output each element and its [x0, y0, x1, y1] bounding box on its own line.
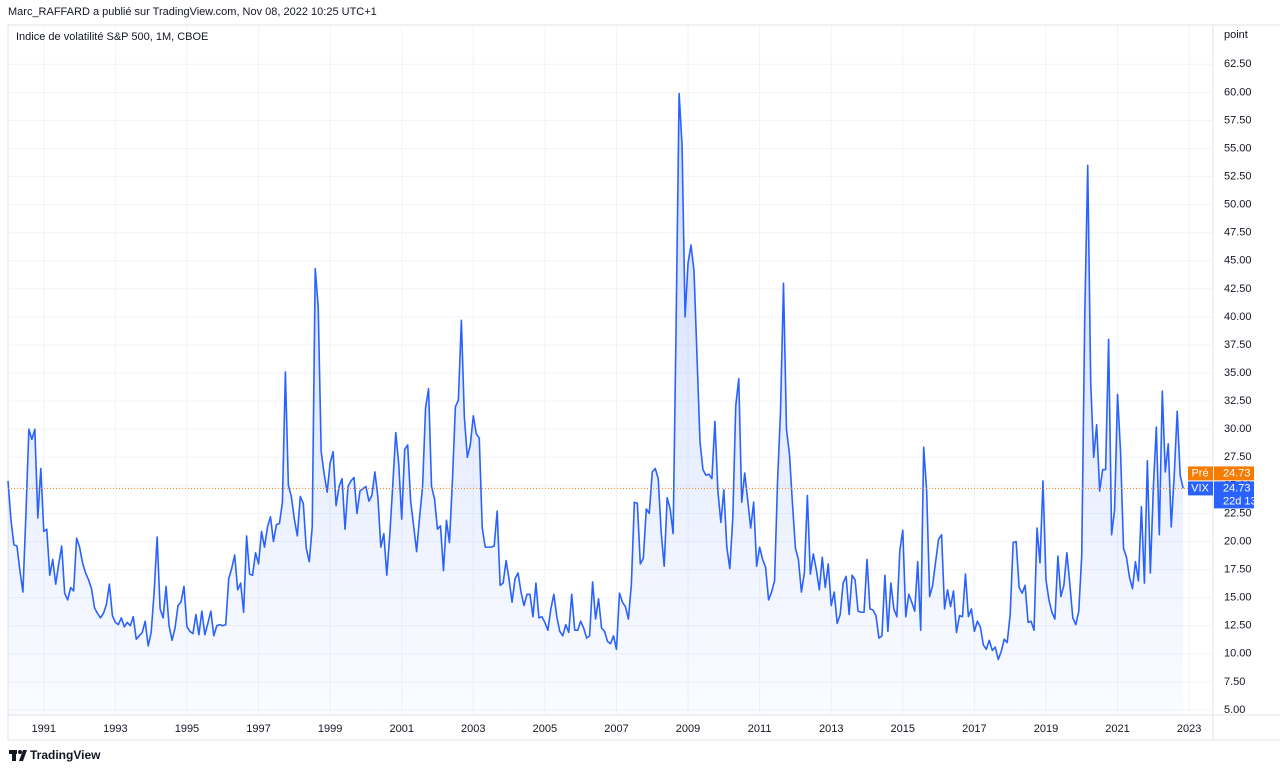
y-tick-label: 35.00: [1224, 367, 1252, 379]
y-tick-label: 27.50: [1224, 451, 1252, 463]
x-tick-label: 2013: [819, 723, 843, 735]
x-tick-label: 2023: [1177, 723, 1201, 735]
y-tick-label: 37.50: [1224, 339, 1252, 351]
y-tick-label: 12.50: [1224, 620, 1252, 632]
y-tick-label: 15.00: [1224, 592, 1252, 604]
footer-brand: TradingView: [30, 748, 101, 762]
y-tick-label: 10.00: [1224, 648, 1252, 660]
y-tick-label: 32.50: [1224, 395, 1252, 407]
x-tick-label: 2021: [1105, 723, 1129, 735]
y-tick-label: 62.50: [1224, 58, 1252, 70]
x-tick-label: 2009: [676, 723, 700, 735]
y-tick-label: 17.50: [1224, 563, 1252, 575]
chart-title: Indice de volatilité S&P 500, 1M, CBOE: [16, 31, 208, 43]
y-tick-label: 5.00: [1224, 704, 1245, 716]
last-label-countdown: 22d 13h: [1223, 495, 1263, 507]
y-tick-label: 52.50: [1224, 170, 1252, 182]
y-tick-label: 40.00: [1224, 311, 1252, 323]
x-tick-label: 2011: [748, 723, 772, 735]
y-tick-label: 22.50: [1224, 507, 1252, 519]
y-tick-label: 60.00: [1224, 86, 1252, 98]
y-axis-label: point: [1224, 29, 1248, 41]
x-tick-label: 1999: [318, 723, 342, 735]
last-label-value-box: [1214, 481, 1254, 509]
y-tick-label: 57.50: [1224, 114, 1252, 126]
last-label-name: VIX: [1191, 482, 1209, 494]
line: [7, 92, 1184, 661]
x-tick-label: 1993: [103, 723, 127, 735]
x-tick-label: 2003: [461, 723, 485, 735]
y-tick-label: 20.00: [1224, 535, 1252, 547]
y-tick-label: 45.00: [1224, 255, 1252, 267]
last-label-box: [1188, 481, 1213, 496]
x-tick-label: 2017: [962, 723, 986, 735]
header: Marc_RAFFARD a publié sur TradingView.co…: [8, 6, 377, 18]
pre-label-name: Pré: [1191, 467, 1208, 479]
x-tick-label: 1995: [175, 723, 199, 735]
x-tick-label: 1991: [32, 723, 56, 735]
pre-label-value-box: [1214, 466, 1254, 481]
area-fill: [8, 93, 1184, 716]
y-tick-label: 55.00: [1224, 142, 1252, 154]
pre-label-value: 24.73: [1223, 467, 1251, 479]
x-tick-label: 2019: [1034, 723, 1058, 735]
logo: [9, 750, 27, 761]
x-tick-label: 2001: [389, 723, 413, 735]
x-tick-label: 2005: [533, 723, 557, 735]
y-tick-label: 50.00: [1224, 199, 1252, 211]
y-tick-label: 47.50: [1224, 227, 1252, 239]
x-tick-label: 1997: [246, 723, 270, 735]
y-tick-label: 42.50: [1224, 283, 1252, 295]
y-tick-label: 30.00: [1224, 423, 1252, 435]
y-tick-label: 7.50: [1224, 676, 1245, 688]
x-tick-label: 2007: [604, 723, 628, 735]
pre-label-box: [1188, 466, 1213, 481]
x-tick-label: 2015: [891, 723, 915, 735]
last-label-value: 24.73: [1223, 482, 1251, 494]
